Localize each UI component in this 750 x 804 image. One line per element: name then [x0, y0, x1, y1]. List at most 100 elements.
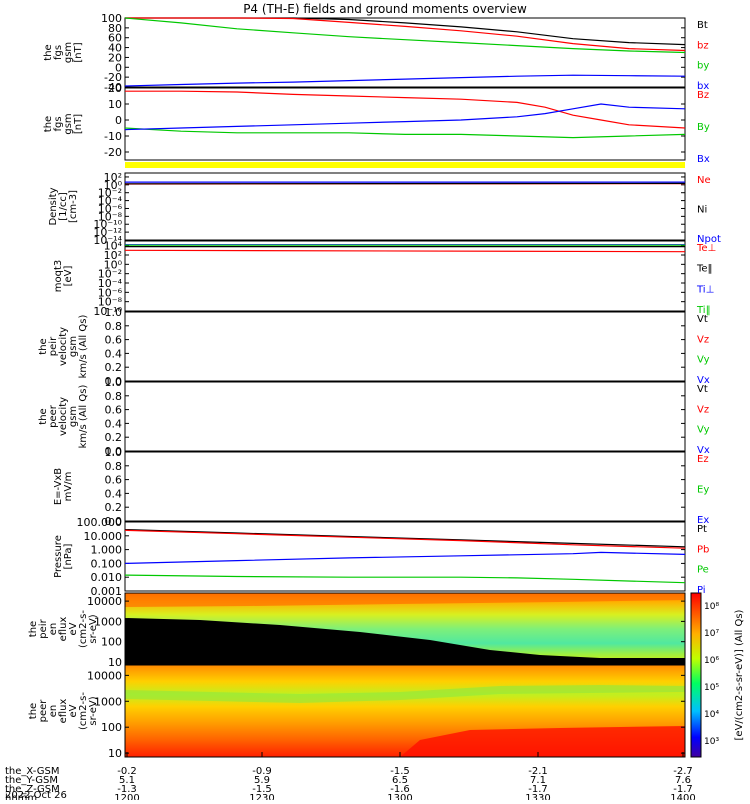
legend-entry: Bx [697, 154, 710, 165]
y-tick-label: 0 [115, 114, 122, 127]
y-tick-label: -20 [104, 146, 122, 159]
series-pressure-3 [125, 575, 685, 583]
y-tick-label: 0.8 [105, 390, 123, 403]
legend-entry: Ni [697, 205, 707, 216]
panel-peir-velocity [125, 312, 685, 381]
y-tick-label: 10.000 [84, 530, 123, 543]
panel-fgs-2 [125, 88, 685, 160]
legend-entry: Pi [697, 585, 706, 596]
series-pressure-2 [125, 552, 685, 563]
y-tick-label: 0.6 [105, 474, 123, 487]
y-tick-label: 0.2 [105, 431, 123, 444]
legend-entry: Bz [697, 90, 709, 101]
y-tick-label: 0.4 [105, 417, 123, 430]
y-tick-label: 10000 [87, 669, 122, 682]
date-label: 2022 Oct 26 [5, 790, 67, 800]
panel-fgs-1 [125, 18, 685, 87]
series-fgs_gsm_2-0 [125, 91, 685, 128]
x-row-value: 1400 [670, 793, 695, 800]
legend-entry: Vy [697, 355, 710, 366]
y-axis-label: [nPa] [63, 543, 74, 569]
y-tick-label: 100 [101, 721, 122, 734]
y-axis-label: sr-eV) [88, 614, 99, 643]
y-axis-label: [eV] [63, 266, 74, 287]
data-marks [125, 18, 685, 583]
colorbar-tick: 10⁸ [704, 602, 719, 612]
spectrogram-peer [125, 665, 685, 757]
series-fgs_gsm_2-1 [125, 128, 685, 138]
colorbar-tick: 10⁴ [704, 710, 719, 720]
y-tick-label: 0.4 [105, 487, 123, 500]
y-tick-label: 10 [108, 747, 122, 760]
y-tick-label: 1.0 [105, 306, 123, 319]
y-tick-label: 0.8 [105, 320, 123, 333]
y-tick-label: 100 [101, 636, 122, 649]
series-pressure-1 [125, 530, 685, 548]
x-row-value: 1330 [525, 793, 550, 800]
y-axis-label: mV/m [63, 472, 74, 502]
y-tick-label: 0.100 [91, 557, 123, 570]
colorbar-label: [eV/(cm2-s-sr-eV)] (All Qs) [734, 609, 745, 740]
legend-entry: by [697, 61, 709, 72]
panel-peer-velocity [125, 382, 685, 451]
y-tick-label: 0.2 [105, 361, 123, 374]
y-tick-label: 0.010 [91, 571, 123, 584]
quality-flag-bar [125, 162, 685, 168]
legend-entry: Ti⊥ [696, 284, 714, 295]
legend-entry: Ne [697, 175, 711, 186]
figure-title: P4 (TH-E) fields and ground moments over… [243, 2, 527, 16]
y-tick-label: 20 [108, 82, 122, 95]
y-tick-label: 10000 [87, 595, 122, 608]
y-tick-label: 1.0 [105, 446, 123, 459]
series-fgs_gsm_2-2 [125, 104, 685, 130]
y-tick-label: 0.6 [105, 334, 123, 347]
series-fgs_gsm_1-3 [125, 75, 685, 86]
series-pressure-0 [125, 530, 685, 547]
spectrogram-peir [125, 593, 685, 665]
legend-entry: Pt [697, 524, 707, 535]
y-axis-label: km/s (All Qs) [78, 315, 89, 379]
colorbar-tick: 10³ [704, 737, 719, 747]
colorbar-tick: 10⁷ [704, 629, 719, 639]
y-axis-label: [nT] [73, 114, 84, 134]
legend-entry: By [697, 122, 710, 133]
legend-entry: Bt [697, 20, 708, 31]
y-tick-label: 0.2 [105, 501, 123, 514]
y-tick-label: 10 [108, 98, 122, 111]
legend-entry: Vy [697, 425, 710, 436]
y-tick-label: 0.8 [105, 460, 123, 473]
legend-entry: Te⊥ [696, 243, 716, 254]
colorbar-tick: 10⁵ [704, 683, 719, 693]
legend-entry: Ey [697, 485, 709, 496]
colorbar-tick: 10⁶ [704, 656, 719, 666]
legend-entry: Vt [697, 384, 708, 395]
legend-entry: bz [697, 40, 709, 51]
y-tick-label: 10 [108, 656, 122, 669]
y-axis-label: sr-eV) [88, 696, 99, 725]
x-row-value: 1200 [114, 793, 139, 800]
legend-entry: Ez [697, 454, 709, 465]
y-tick-label: 0.4 [105, 347, 123, 360]
x-row-value: 1300 [387, 793, 412, 800]
colorbar [691, 593, 701, 757]
y-axis-label: [nT] [73, 42, 84, 62]
legend: BtbzbybxBzByBxNeNiNpotTe⊥Te‖Ti⊥Ti‖VtVzVy… [696, 20, 745, 747]
y-tick-label: 1.0 [105, 376, 123, 389]
y-tick-label: 1.000 [91, 544, 123, 557]
y-tick-label: 0.6 [105, 404, 123, 417]
series-temperature-3 [125, 250, 685, 251]
legend-entry: Vz [697, 404, 709, 415]
legend-entry: Te‖ [696, 264, 713, 275]
legend-entry: Vt [697, 314, 708, 325]
y-tick-label: 100.000 [77, 516, 123, 529]
y-tick-label: -10 [104, 130, 122, 143]
legend-entry: Pb [697, 544, 709, 555]
y-axis-label: [cm-3] [68, 190, 79, 223]
legend-entry: Pe [697, 565, 709, 576]
series-fgs_gsm_1-0 [125, 18, 685, 45]
x-row-value: 1230 [249, 793, 274, 800]
panel-efield [125, 452, 685, 521]
y-axis-label: km/s (All Qs) [78, 385, 89, 449]
